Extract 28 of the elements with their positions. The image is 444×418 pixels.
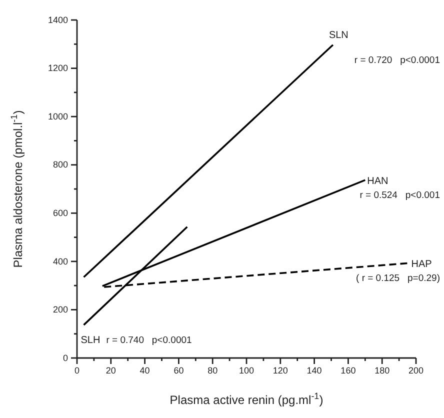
x-tick-label: 140 [306,365,322,376]
series-label: HAN [367,176,388,188]
x-tick-label: 40 [140,365,150,376]
y-tick-label: 200 [52,304,68,315]
y-tick-label: 800 [52,160,68,170]
series-label: SLH [80,334,100,346]
series-label: SLN [328,30,348,41]
annotation: r = 0.720 p<0.0001 [354,54,440,66]
x-tick-label: 20 [106,365,116,376]
x-axis-title: Plasma active renin (pg.ml$^{-1}$) [170,391,324,407]
annotation: ( r = 0.125 p=0.29) [356,273,440,284]
y-tick-label: 400 [52,256,68,266]
x-tick-label: 80 [208,365,218,376]
annotation: r = 0.524 p<0.001 [360,190,440,202]
x-tick-label: 180 [374,365,390,376]
x-tick-label: 120 [272,365,288,376]
x-tick-label: 100 [238,365,254,376]
x-tick-label: 60 [174,365,184,376]
x-tick-label: 200 [408,365,424,376]
y-tick-label: 1400 [48,14,68,25]
x-tick-label: 160 [340,365,356,376]
y-tick-label: 0 [62,352,68,363]
series-label: HAP [411,259,432,270]
y-tick-label: 600 [52,208,68,218]
x-tick-label: 0 [74,365,80,376]
y-tick-label: 1200 [48,63,68,74]
y-tick-label: 1000 [48,111,68,122]
annotation: r = 0.740 p<0.0001 [106,334,192,346]
